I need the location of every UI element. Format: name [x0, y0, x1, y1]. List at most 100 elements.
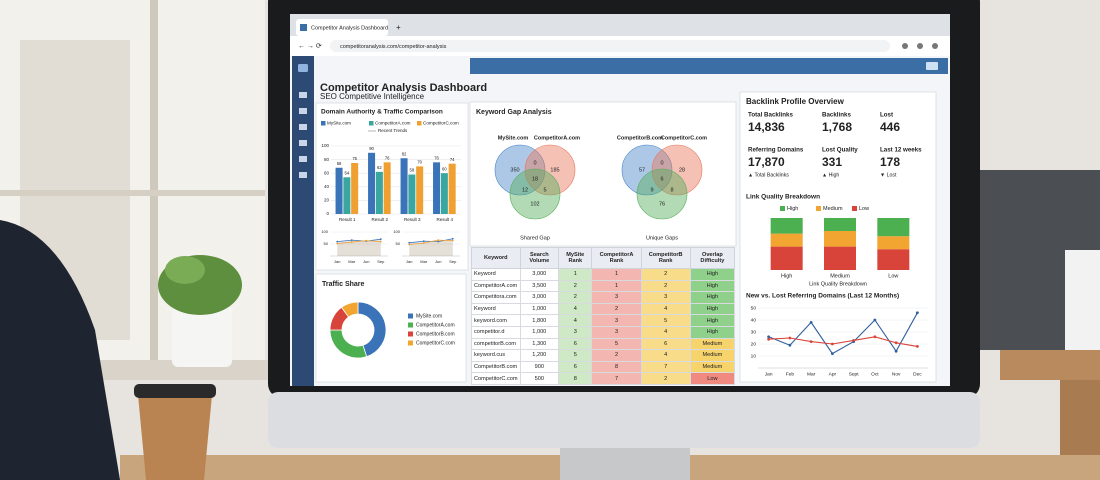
table-row: CompetitorC.com 500 8 7 2 Low — [471, 372, 736, 385]
x-tick-label: Mar — [807, 371, 816, 377]
table-row: CompetitorB.com 900 6 8 7 Medium — [471, 360, 736, 374]
y-tick-label: 10 — [751, 353, 757, 359]
y-tick-label: 60 — [324, 170, 330, 175]
bar — [408, 174, 416, 214]
table-cell: 8 — [591, 360, 642, 374]
column-header: CompetitorA Rank — [591, 247, 642, 269]
point — [336, 242, 339, 245]
x-tick-label: Jan — [406, 259, 412, 264]
line — [337, 238, 381, 242]
venn-value: 350 — [510, 167, 519, 173]
table-cell: Medium — [689, 360, 736, 374]
venn-label: CompetitorA.com — [534, 135, 580, 141]
stat-value: 178 — [880, 155, 900, 169]
table-cell: CompetitorA.com — [471, 279, 521, 293]
address-bar[interactable] — [330, 40, 890, 52]
sidebar-icon[interactable] — [299, 156, 307, 162]
venn-caption: Shared Gap — [520, 235, 550, 241]
table-row: keyword.com 1,800 4 3 5 High — [471, 314, 736, 327]
table-cell: competitor.d — [471, 325, 521, 339]
stat-note: ▼ Lost — [880, 172, 897, 178]
browser-icon[interactable] — [902, 43, 908, 49]
venn-circle — [636, 168, 688, 220]
table-cell: 3 — [640, 291, 691, 304]
panel — [469, 101, 737, 247]
table-row: competitorB.com 1,300 6 5 6 Medium — [471, 337, 736, 351]
y-tick-label: 50 — [324, 241, 329, 246]
table-row: Competitora.com 3,000 2 3 3 High — [471, 291, 736, 304]
y-tick-label: 30 — [751, 329, 757, 335]
stat-label: Lost Quality — [822, 147, 858, 154]
value-label: 76 — [385, 155, 390, 160]
point — [767, 335, 771, 339]
venn-value: 57 — [639, 167, 645, 173]
value-label: 76 — [434, 155, 439, 160]
bar-segment — [877, 249, 910, 270]
panel-title: Domain Authority & Traffic Comparison — [321, 109, 443, 116]
panel-title: Backlink Profile Overview — [746, 97, 845, 106]
sidebar-icon[interactable] — [299, 108, 307, 114]
venn-value: 0 — [660, 160, 663, 166]
venn-circle — [494, 144, 546, 196]
sidebar — [292, 56, 314, 386]
point — [437, 240, 440, 243]
browser-icon[interactable] — [932, 43, 938, 49]
table-cell: Medium — [689, 349, 736, 362]
nav-buttons[interactable]: ← → ⟳ — [298, 43, 322, 50]
venn-value: 8 — [670, 187, 673, 193]
speaker — [1065, 250, 1100, 360]
table-cell: 1,000 — [519, 325, 560, 339]
venn-value: 28 — [679, 167, 685, 173]
table-cell: 1 — [558, 268, 593, 281]
table-row: Keyword 3,000 1 1 2 High — [471, 268, 736, 281]
area — [337, 239, 381, 256]
stat-value: 1,768 — [822, 120, 852, 134]
header-icon[interactable] — [926, 62, 938, 70]
sidebar-icon[interactable] — [299, 124, 307, 130]
stat-label: Backlinks — [822, 112, 851, 119]
x-tick-label: Feb — [786, 371, 795, 377]
table-cell: 2 — [591, 349, 642, 362]
table-cell: 1,000 — [519, 302, 560, 316]
table-cell: competitorB.com — [471, 337, 521, 351]
point — [379, 238, 382, 241]
table-row: keyword.cus 1,200 5 2 4 Medium — [471, 349, 736, 362]
table-cell: 1,300 — [519, 337, 560, 351]
venn-caption: Unique Gaps — [646, 235, 678, 241]
x-tick-label: Result 1 — [339, 217, 356, 222]
sidebar-icon[interactable] — [298, 64, 308, 72]
browser-icon[interactable] — [917, 43, 923, 49]
table-cell: 2 — [640, 279, 691, 293]
column-header: Search Volume — [519, 247, 560, 269]
tab-bar — [290, 14, 950, 36]
cup-lid — [134, 384, 216, 398]
new-tab[interactable]: + — [396, 23, 401, 32]
bar — [440, 173, 448, 214]
stat-note: ▲ Total Backlinks — [748, 172, 789, 178]
stat-value: 446 — [880, 120, 900, 134]
line — [409, 239, 453, 245]
table-cell: 3 — [591, 325, 642, 339]
value-label: 70 — [417, 160, 422, 165]
venn-label: MySite.com — [498, 135, 529, 141]
tab[interactable] — [296, 19, 388, 36]
legend-swatch — [780, 206, 785, 211]
x-tick-label: Dec — [913, 371, 922, 377]
venn-value: 76 — [659, 201, 665, 207]
header-bar — [470, 58, 948, 74]
table-cell: High — [689, 268, 736, 281]
chart-caption: Link Quality Breakdown — [809, 281, 867, 287]
point — [915, 345, 919, 348]
y-tick-label: 50 — [751, 305, 757, 311]
sidebar-icon[interactable] — [299, 172, 307, 178]
stat-value: 331 — [822, 155, 842, 169]
bar-segment — [824, 246, 856, 270]
point — [852, 339, 856, 342]
table-cell: CompetitorC.com — [471, 372, 521, 385]
sidebar-icon[interactable] — [299, 92, 307, 98]
sidebar-icon[interactable] — [299, 140, 307, 146]
bar-segment — [770, 246, 803, 270]
value-label: 90 — [369, 146, 374, 151]
column-header: CompetitorB Rank — [640, 247, 691, 269]
